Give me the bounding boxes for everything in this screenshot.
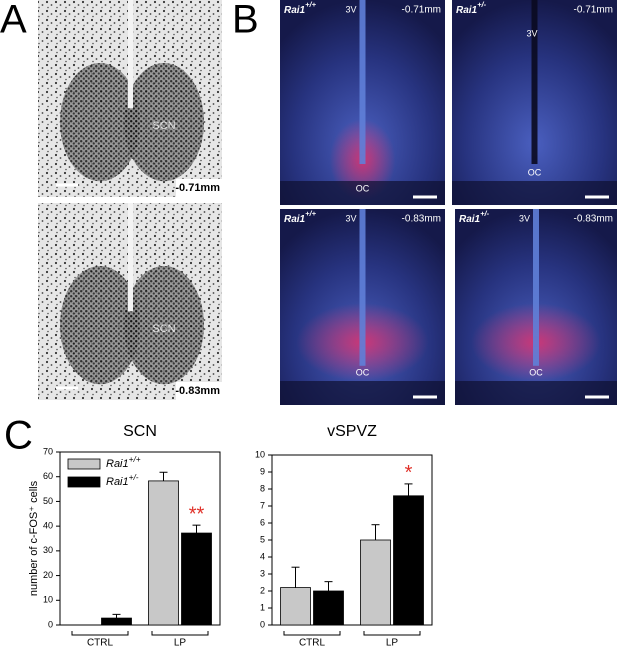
depth-label: -0.71mm	[402, 5, 441, 16]
y-tick-label: 50	[43, 496, 53, 506]
bar	[280, 587, 311, 626]
y-tick-label: 3	[260, 568, 265, 578]
chiasm	[452, 181, 617, 205]
label-bg	[176, 382, 222, 400]
legend-label: Rai1+/+	[106, 455, 141, 470]
y-tick-label: 0	[48, 619, 53, 629]
ventricle	[128, 203, 133, 312]
ventricle	[531, 0, 538, 164]
nucleus-right	[124, 266, 204, 385]
bar	[101, 617, 132, 626]
nucleus-left	[60, 63, 140, 182]
y-tick-label: 60	[43, 471, 53, 481]
x-tick-label: LP	[386, 638, 399, 649]
legend-swatch	[67, 476, 101, 488]
bar	[360, 539, 391, 626]
chiasm-label: OC	[356, 183, 370, 193]
depth-label: -0.83mm	[402, 214, 441, 225]
legend-label: Rai1+/-	[106, 473, 139, 488]
bar	[181, 532, 212, 626]
depth-label: -0.71mm	[175, 182, 220, 194]
chart-title: SCN	[123, 423, 157, 440]
ventricle-label: 3V	[345, 213, 356, 223]
depth-label: -0.83mm	[574, 214, 613, 225]
y-tick-label: 7	[260, 500, 265, 510]
y-tick-label: 10	[255, 449, 265, 459]
y-tick-label: 10	[43, 595, 53, 605]
ventricle	[359, 209, 366, 366]
plot-frame	[271, 454, 433, 626]
nucleus-right	[124, 63, 204, 182]
y-tick-label: 8	[260, 483, 265, 493]
ventricle-label: 3V	[519, 213, 530, 223]
ventricle	[128, 0, 133, 109]
chiasm	[280, 181, 445, 205]
y-axis-label: number of c-FOS⁺ cells	[28, 480, 40, 596]
nucleus-left	[60, 266, 140, 385]
y-tick-label: 6	[260, 517, 265, 527]
genotype-label: Rai1+/-	[459, 209, 490, 224]
region-label: SCN	[152, 323, 175, 335]
legend-swatch	[67, 458, 101, 470]
group-bracket	[71, 631, 129, 636]
chiasm-label: OC	[529, 367, 543, 377]
x-tick-label: CTRL	[299, 638, 326, 649]
y-tick-label: 2	[260, 585, 265, 595]
genotype-label: Rai1+/-	[456, 0, 487, 15]
ventricle-label: 3V	[345, 4, 356, 14]
y-tick-label: 20	[43, 570, 53, 580]
genotype-label: Rai1+/+	[284, 0, 317, 15]
ventricle-label: 3V	[527, 28, 538, 38]
x-tick-label: CTRL	[87, 638, 114, 649]
bar	[148, 480, 179, 626]
chiasm-label: OC	[528, 167, 542, 177]
chiasm	[280, 381, 445, 405]
y-tick-label: 5	[260, 534, 265, 544]
chiasm-label: OC	[356, 367, 370, 377]
y-tick-label: 9	[260, 466, 265, 476]
significance: **	[189, 503, 205, 525]
genotype-label: Rai1+/+	[284, 209, 317, 224]
ventricle	[359, 0, 366, 164]
bar	[313, 590, 344, 626]
y-tick-label: 30	[43, 545, 53, 555]
chiasm	[455, 381, 617, 405]
panel-label: B	[232, 0, 259, 42]
panel-label: C	[4, 414, 33, 458]
significance: *	[405, 462, 413, 484]
panel-label: A	[0, 0, 27, 42]
depth-label: -0.71mm	[574, 5, 613, 16]
plot-frame	[59, 451, 221, 626]
group-bracket	[283, 631, 341, 636]
y-tick-label: 0	[260, 619, 265, 629]
chart-title: vSPVZ	[327, 423, 377, 440]
group-bracket	[363, 631, 421, 636]
label-bg	[176, 179, 222, 197]
group-bracket	[151, 631, 209, 636]
bar	[393, 495, 424, 626]
region-label: SCN	[152, 120, 175, 132]
y-tick-label: 70	[43, 446, 53, 456]
y-tick-label: 1	[260, 602, 265, 612]
y-tick-label: 40	[43, 521, 53, 531]
ventricle	[533, 209, 539, 366]
depth-label: -0.83mm	[175, 385, 220, 397]
y-tick-label: 4	[260, 551, 265, 561]
x-tick-label: LP	[174, 638, 187, 649]
